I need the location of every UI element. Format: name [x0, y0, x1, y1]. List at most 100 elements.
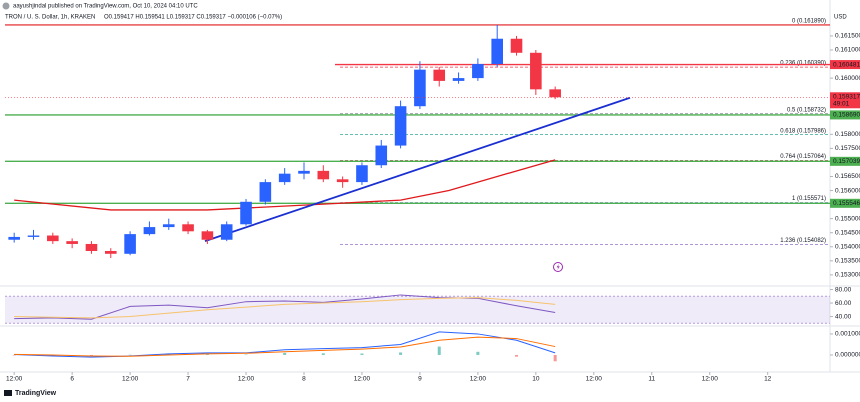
- header: aayushjindal published on TradingView.co…: [13, 4, 198, 10]
- histogram-bar: [476, 351, 480, 355]
- x-tick-label: 12: [764, 376, 772, 383]
- histogram-bar: [399, 352, 403, 355]
- histogram-bar: [128, 354, 132, 356]
- y-tick-label: 40.00: [835, 313, 852, 320]
- moving-average: [14, 159, 556, 211]
- x-tick-label: 10: [532, 376, 540, 383]
- candle-body: [452, 78, 465, 81]
- candle-body: [278, 173, 291, 183]
- indicator-line: [14, 336, 556, 357]
- fib-label: 1.236 (0.154082): [780, 238, 826, 244]
- y-tick-label: 0.156500: [835, 173, 860, 180]
- candle-body: [336, 179, 349, 183]
- x-tick-label: 12:00: [470, 376, 487, 383]
- y-tick-label: 0.154500: [835, 229, 860, 236]
- histogram-bar: [12, 354, 16, 356]
- avatar: [2, 2, 10, 10]
- y-tick-label: 0.001000: [835, 331, 860, 338]
- support-label: 0.155546: [833, 200, 860, 207]
- x-tick-label: 12:00: [586, 376, 603, 383]
- indicator-line: [14, 331, 556, 358]
- fib-label: 0 (0.161890): [792, 19, 826, 25]
- x-tick-label: 7: [186, 376, 190, 383]
- candle-body: [491, 38, 503, 65]
- trend-line: [204, 96, 631, 242]
- footer-brand: TradingView: [15, 390, 57, 397]
- candle-body: [414, 69, 426, 107]
- histogram-bar: [515, 354, 519, 357]
- histogram-bar: [51, 354, 55, 357]
- countdown: 49:01: [833, 101, 850, 108]
- y-tick-label: 60.00: [835, 300, 852, 307]
- candle-body: [433, 69, 446, 81]
- histogram-bar: [321, 353, 325, 355]
- y-tick-label: 80.00: [835, 286, 852, 293]
- x-tick-label: 12:00: [354, 376, 371, 383]
- candle-body: [85, 243, 98, 251]
- indicator-line: [14, 297, 556, 319]
- y-tick-label: 0.157500: [835, 145, 860, 152]
- event-icon: [553, 262, 563, 272]
- candle-body: [317, 170, 330, 180]
- candle-body: [143, 227, 156, 235]
- candle-body: [124, 234, 136, 254]
- rsi-band: [5, 296, 830, 324]
- histogram-bar: [437, 346, 441, 355]
- histogram-bar: [89, 354, 93, 357]
- fib-label: 0.764 (0.157064): [780, 154, 826, 160]
- candle-body: [259, 182, 272, 202]
- support-box: [830, 198, 860, 208]
- x-tick-label: 12:00: [702, 376, 719, 383]
- candle-body: [510, 38, 523, 53]
- x-tick-label: 8: [302, 376, 306, 383]
- candle-body: [375, 145, 388, 166]
- y-tick-label: 0.153500: [835, 258, 860, 265]
- support-label: 0.158690: [833, 112, 860, 119]
- candle-body: [162, 224, 175, 228]
- last-price-label: 0.159317: [833, 94, 860, 101]
- candle-body: [104, 250, 117, 254]
- histogram-bar: [205, 353, 209, 355]
- histogram-bar: [244, 354, 248, 356]
- candle-body: [182, 224, 194, 232]
- y-tick-label: 0.156000: [835, 187, 860, 194]
- x-tick-label: 6: [70, 376, 74, 383]
- x-tick-label: 12:00: [6, 376, 23, 383]
- fib-label: 0.236 (0.160390): [780, 61, 826, 67]
- y-tick-label: 0.153000: [835, 272, 860, 279]
- y-tick-label: 0.161500: [835, 33, 860, 40]
- candle-body: [240, 201, 252, 225]
- y-tick-label: 0.161000: [835, 47, 860, 54]
- y-tick-label: 0.000000: [835, 352, 860, 359]
- y-tick-label: 0.155000: [835, 215, 860, 222]
- fib-label: 0.618 (0.157986): [780, 128, 826, 134]
- histogram-bar: [553, 354, 557, 362]
- resistance-box: [830, 60, 860, 70]
- y-axis-label: USD: [834, 15, 847, 21]
- support-label: 0.157039: [833, 158, 860, 165]
- fib-label: 0.5 (0.158732): [787, 107, 826, 113]
- candle-body: [220, 224, 233, 240]
- x-tick-label: 11: [648, 376, 655, 383]
- y-tick-label: 0.154000: [835, 243, 860, 250]
- candle-body: [27, 235, 40, 237]
- resistance-label: 0.160481: [833, 61, 860, 68]
- candle-body: [298, 170, 310, 174]
- support-box: [830, 110, 860, 120]
- x-tick-label: 9: [418, 376, 422, 383]
- support-box: [830, 156, 860, 166]
- x-tick-label: 12:00: [122, 376, 139, 383]
- candle-body: [47, 235, 59, 242]
- last-price-box: [830, 92, 860, 109]
- chart-title: TRON / U. S. Dollar, 1h, KRAKEN: [5, 15, 95, 21]
- candle-body: [356, 165, 368, 183]
- candle-body: [8, 236, 20, 240]
- candle-body: [472, 64, 484, 79]
- histogram-bar: [283, 352, 287, 355]
- logo: [4, 390, 12, 396]
- candle-body: [394, 106, 407, 146]
- candle-body: [201, 231, 214, 240]
- candle-body: [530, 52, 542, 90]
- candle-body: [66, 241, 78, 244]
